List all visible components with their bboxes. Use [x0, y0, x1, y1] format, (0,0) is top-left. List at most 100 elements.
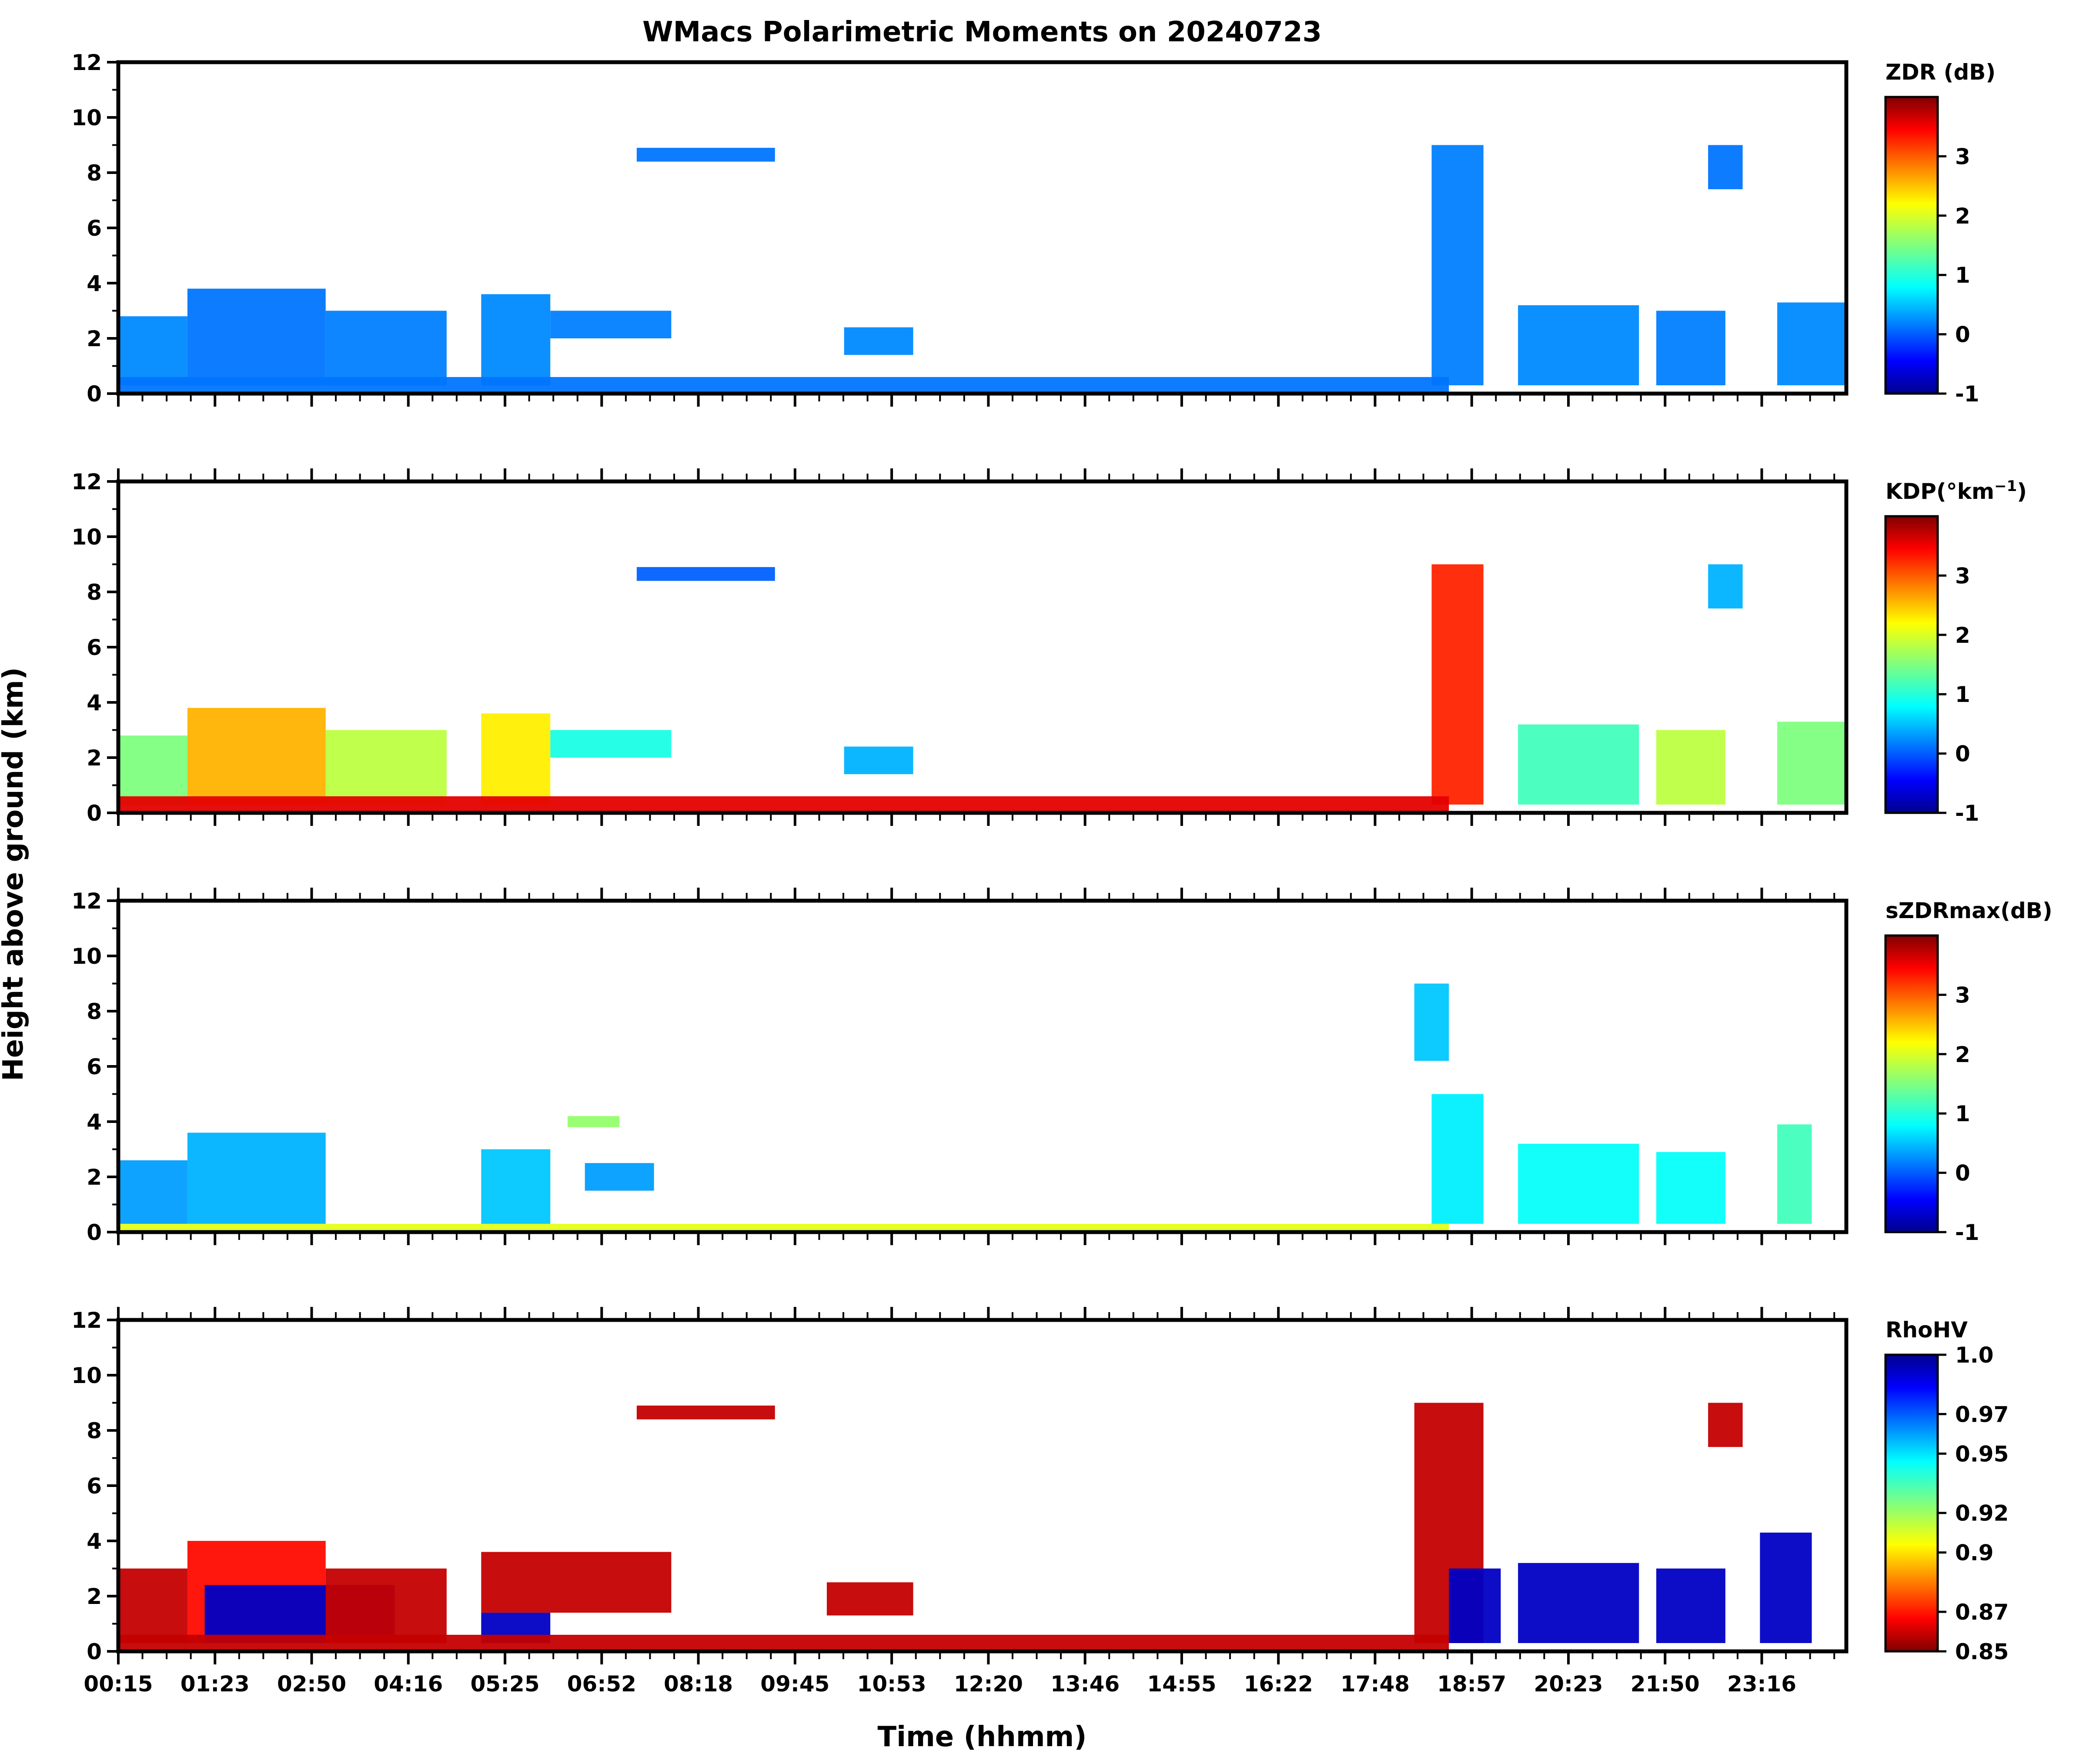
x-tick-label: 14:55	[1147, 1671, 1216, 1697]
colorbar-tick-label: 0.97	[1955, 1402, 2009, 1427]
echo-region	[1708, 564, 1743, 609]
echo-region	[550, 311, 672, 338]
echo-region	[636, 567, 775, 581]
colorbar-tick-label: -1	[1955, 381, 1979, 407]
y-tick-label: 0	[87, 801, 102, 826]
echo-region	[118, 1223, 1449, 1231]
y-tick-label: 0	[87, 1220, 102, 1245]
y-tick-label: 12	[71, 1308, 102, 1333]
echo-region	[325, 730, 447, 805]
y-tick-label: 0	[87, 381, 102, 407]
colorbar-tick-label: 0	[1955, 322, 1970, 347]
echo-region	[1777, 722, 1846, 805]
echo-region	[1656, 1568, 1725, 1643]
colorbar-label: KDP(°km−1)	[1885, 478, 2027, 504]
x-axis-label: Time (hhmm)	[878, 1721, 1087, 1753]
colorbar-tick-label: 0	[1955, 1161, 1970, 1186]
y-tick-label: 2	[87, 1165, 102, 1190]
echo-region	[481, 1149, 551, 1224]
echo-region	[118, 1568, 187, 1643]
colorbar	[1884, 934, 1939, 1233]
colorbar-tick-label: 1	[1955, 682, 1970, 707]
echo-region	[1518, 1143, 1639, 1224]
x-tick-label: 12:20	[954, 1671, 1023, 1697]
x-tick-label: 09:45	[760, 1671, 829, 1697]
y-tick-label: 6	[87, 635, 102, 660]
colorbar-tick-label: -1	[1955, 1220, 1979, 1245]
y-tick-label: 12	[71, 50, 102, 75]
echo-region	[826, 1582, 913, 1616]
y-tick-label: 2	[87, 745, 102, 771]
x-tick-label: 21:50	[1631, 1671, 1700, 1697]
echo-region	[481, 713, 551, 805]
colorbar-tick-label: 0.92	[1955, 1501, 2009, 1526]
y-tick-label: 6	[87, 1473, 102, 1499]
x-tick-label: 02:50	[277, 1671, 346, 1697]
echo-region	[325, 311, 447, 385]
echo-region	[1449, 1568, 1501, 1643]
x-tick-label: 16:22	[1244, 1671, 1313, 1697]
x-tick-label: 00:15	[84, 1671, 153, 1697]
echo-region	[118, 316, 187, 385]
y-tick-label: 10	[71, 105, 102, 130]
colorbar-tick-label: 0	[1955, 742, 1970, 767]
panel-rhohv: 0 2 4 6 8 10 12 00:15 01:23 02:50 04:16 05:25 06:52 0…	[71, 1307, 2009, 1697]
colorbar-tick-label: 3	[1955, 144, 1970, 169]
echo-region	[481, 294, 551, 385]
y-tick-label: 12	[71, 469, 102, 494]
colorbar	[1884, 1353, 1939, 1653]
echo-region	[567, 1116, 620, 1127]
y-tick-label: 8	[87, 160, 102, 186]
echo-region	[844, 746, 913, 775]
y-tick-label: 8	[87, 999, 102, 1024]
echo-region	[481, 1552, 672, 1613]
colorbar-tick-label: 1.0	[1955, 1343, 1994, 1368]
colorbar-tick-label: 3	[1955, 563, 1970, 588]
echo-region	[1708, 145, 1743, 190]
x-tick-label: 20:23	[1534, 1671, 1603, 1697]
x-tick-label: 04:16	[374, 1671, 443, 1697]
echo-region	[1431, 1094, 1484, 1224]
colorbar	[1884, 96, 1939, 395]
colorbar-tick-label: 2	[1955, 623, 1970, 648]
y-tick-label: 4	[87, 1529, 102, 1554]
echo-region	[118, 1634, 1449, 1650]
echo-region	[118, 796, 1449, 812]
echo-region	[636, 147, 775, 162]
colorbar-label: sZDRmax(dB)	[1885, 898, 2053, 923]
colorbar-tick-label: 0.95	[1955, 1441, 2009, 1467]
y-tick-label: 10	[71, 944, 102, 969]
y-tick-label: 2	[87, 1584, 102, 1609]
colorbar-tick-label: 2	[1955, 1042, 1970, 1067]
x-tick-label: 18:57	[1437, 1671, 1506, 1697]
echo-region	[118, 1160, 187, 1224]
echo-region	[550, 730, 672, 758]
x-tick-label: 23:16	[1727, 1671, 1796, 1697]
y-tick-label: 4	[87, 271, 102, 296]
figure-title: WMacs Polarimetric Moments on 20240723	[642, 16, 1322, 48]
x-tick-label: 13:46	[1050, 1671, 1120, 1697]
echo-region	[1777, 1124, 1812, 1224]
y-tick-label: 2	[87, 326, 102, 351]
echo-region	[1518, 1563, 1639, 1643]
colorbar-tick-label: 0.85	[1955, 1639, 2009, 1664]
y-tick-label: 6	[87, 216, 102, 241]
x-tick-label: 17:48	[1341, 1671, 1410, 1697]
colorbar-tick-label: 1	[1955, 263, 1970, 288]
echo-region	[1431, 564, 1484, 805]
y-tick-label: 6	[87, 1054, 102, 1079]
echo-region	[325, 1568, 447, 1643]
echo-region	[1431, 145, 1484, 385]
echo-region	[1518, 724, 1639, 805]
colorbar-label: RhoHV	[1885, 1317, 1968, 1343]
echo-region	[585, 1163, 654, 1191]
echo-region	[187, 1133, 326, 1224]
echo-region	[1414, 983, 1449, 1061]
y-tick-label: 8	[87, 580, 102, 605]
y-tick-label: 4	[87, 1109, 102, 1135]
colorbar-tick-label: 2	[1955, 204, 1970, 229]
echo-region	[1656, 311, 1725, 385]
